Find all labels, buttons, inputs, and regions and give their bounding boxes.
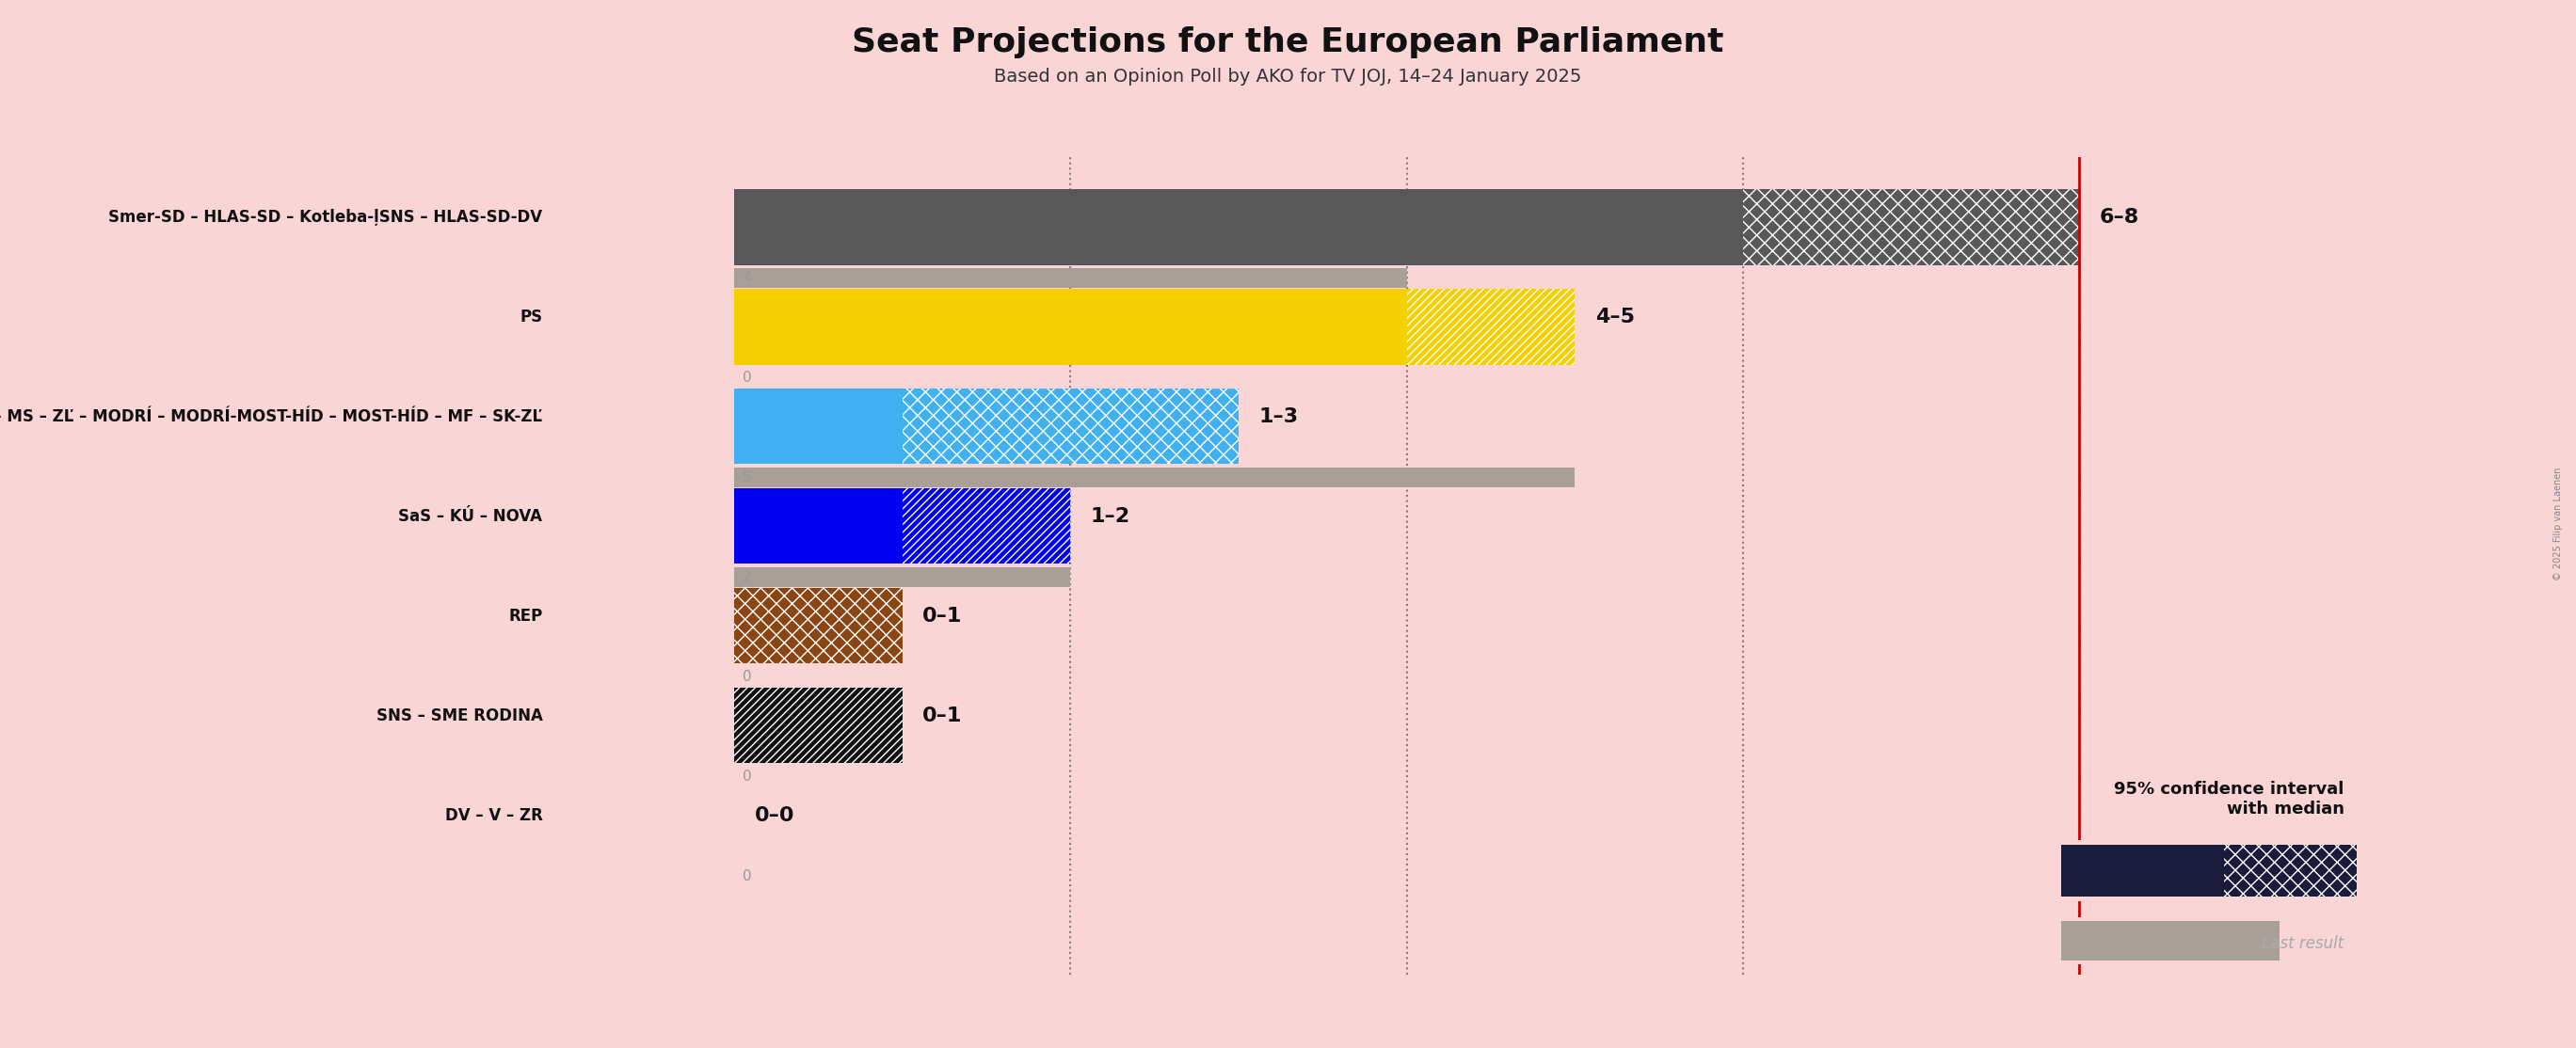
Text: Based on an Opinion Poll by AKO for TV JOJ, 14–24 January 2025: Based on an Opinion Poll by AKO for TV J…: [994, 68, 1582, 86]
Bar: [1406, 289, 1574, 365]
Bar: [734, 687, 902, 763]
Text: SNS – SME RODINA: SNS – SME RODINA: [376, 707, 544, 724]
Text: 5: 5: [742, 471, 752, 484]
Text: 95% confidence interval
with median: 95% confidence interval with median: [2115, 781, 2344, 817]
Text: 0: 0: [742, 371, 752, 385]
Bar: [734, 389, 902, 464]
Bar: [734, 567, 1072, 587]
Text: 0: 0: [742, 869, 752, 883]
Bar: [734, 588, 902, 663]
Bar: [2061, 920, 2280, 961]
Bar: [2061, 845, 2223, 897]
Text: 0–1: 0–1: [922, 607, 963, 626]
Text: 0–0: 0–0: [755, 806, 793, 825]
Text: KDH – SK – D – MS – ZĽ – MODRÍ – MODRÍ-MOST-HÍD – MOST-HÍD – MF – SK-ZĽ: KDH – SK – D – MS – ZĽ – MODRÍ – MODRÍ-M…: [0, 409, 544, 425]
Text: 4–5: 4–5: [1595, 308, 1633, 327]
Text: 4: 4: [742, 271, 752, 285]
Bar: [734, 268, 1406, 288]
Text: 0–1: 0–1: [922, 706, 963, 725]
Text: DV – V – ZR: DV – V – ZR: [446, 807, 544, 824]
Text: Smer-SD – HLAS-SD – Kotleba-ļSNS – HLAS-SD-DV: Smer-SD – HLAS-SD – Kotleba-ļSNS – HLAS-…: [108, 209, 544, 226]
Text: 2: 2: [742, 570, 752, 584]
Text: 6–8: 6–8: [2099, 209, 2138, 227]
Bar: [902, 389, 1239, 464]
Bar: [734, 189, 1744, 265]
Text: 0: 0: [742, 670, 752, 684]
Bar: [734, 488, 902, 564]
Text: REP: REP: [507, 608, 544, 625]
Bar: [734, 467, 1574, 487]
Text: 0: 0: [742, 769, 752, 784]
Text: 1–3: 1–3: [1260, 408, 1298, 427]
Text: Last result: Last result: [2262, 935, 2344, 952]
Text: 1–2: 1–2: [1090, 507, 1131, 526]
Text: PS: PS: [520, 309, 544, 326]
Text: SaS – KÚ – NOVA: SaS – KÚ – NOVA: [399, 508, 544, 525]
Text: © 2025 Filip van Laenen: © 2025 Filip van Laenen: [2553, 467, 2563, 581]
Bar: [1744, 189, 2079, 265]
Bar: [902, 488, 1072, 564]
Text: Seat Projections for the European Parliament: Seat Projections for the European Parlia…: [853, 26, 1723, 59]
Bar: [734, 289, 1406, 365]
Bar: [2223, 845, 2357, 897]
